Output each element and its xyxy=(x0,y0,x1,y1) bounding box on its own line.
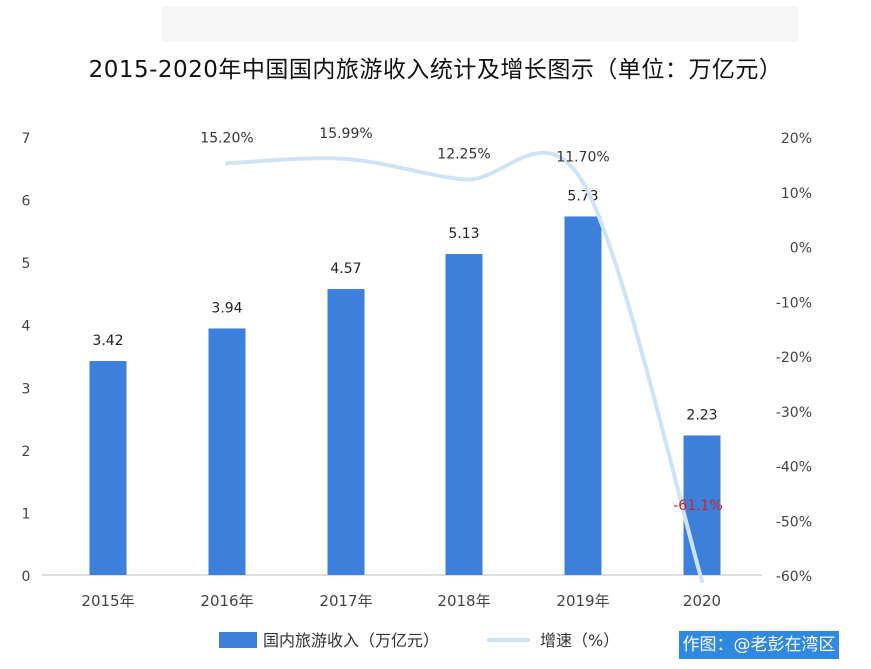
bar-value-label: 3.42 xyxy=(92,333,123,349)
x-tick-label: 2018年 xyxy=(437,592,490,610)
x-tick-label: 2020 xyxy=(683,592,721,610)
y-left-tick-label: 6 xyxy=(22,194,31,210)
y-left-tick-label: 0 xyxy=(22,569,31,585)
y-right-tick-label: -60% xyxy=(776,569,812,585)
x-tick-label: 2017年 xyxy=(319,592,372,610)
y-right-tick-label: -20% xyxy=(776,350,812,366)
legend-label-bar: 国内旅游收入（万亿元） xyxy=(263,631,439,650)
bar xyxy=(327,289,365,575)
growth-value-label: 12.25% xyxy=(437,146,490,162)
x-tick-label: 2019年 xyxy=(556,592,609,610)
chart-title: 2015-2020年中国国内旅游收入统计及增长图示（单位：万亿元） xyxy=(88,57,783,83)
y-right-tick-label: 20% xyxy=(781,131,812,147)
bar xyxy=(683,435,721,575)
legend-swatch-bar xyxy=(219,632,257,648)
growth-value-label: -61.1% xyxy=(673,498,723,514)
y-right-tick-label: -50% xyxy=(776,514,812,530)
bar-value-label: 4.57 xyxy=(330,261,361,277)
y-right-tick-label: -30% xyxy=(776,405,812,421)
legend-label-line: 增速（%） xyxy=(540,631,619,650)
y-left-tick-label: 5 xyxy=(22,256,31,272)
y-left-tick-label: 4 xyxy=(22,319,31,335)
bar-value-label: 3.94 xyxy=(211,300,242,316)
growth-value-label: 11.70% xyxy=(556,149,609,165)
y-left-tick-label: 7 xyxy=(22,131,31,147)
bar-value-label: 2.23 xyxy=(686,407,717,423)
top-band xyxy=(162,6,798,42)
y-right-tick-label: -10% xyxy=(776,295,812,311)
bar xyxy=(445,254,483,575)
x-tick-label: 2016年 xyxy=(200,592,253,610)
y-right-tick-label: -40% xyxy=(776,460,812,476)
growth-line xyxy=(225,150,704,584)
bar xyxy=(89,361,127,575)
bar xyxy=(208,328,246,575)
y-right-tick-label: 0% xyxy=(790,241,812,257)
bar xyxy=(564,216,602,576)
growth-value-label: 15.20% xyxy=(200,130,253,146)
watermark: 作图：@老彭在湾区 xyxy=(679,631,839,659)
y-left-tick-label: 2 xyxy=(22,444,31,460)
growth-value-label: 15.99% xyxy=(319,126,372,142)
y-left-tick-label: 1 xyxy=(22,506,31,522)
bar-value-label: 5.13 xyxy=(448,226,479,242)
x-tick-label: 2015年 xyxy=(81,592,134,610)
y-left-tick-label: 3 xyxy=(22,381,31,397)
y-right-tick-label: 10% xyxy=(781,186,812,202)
